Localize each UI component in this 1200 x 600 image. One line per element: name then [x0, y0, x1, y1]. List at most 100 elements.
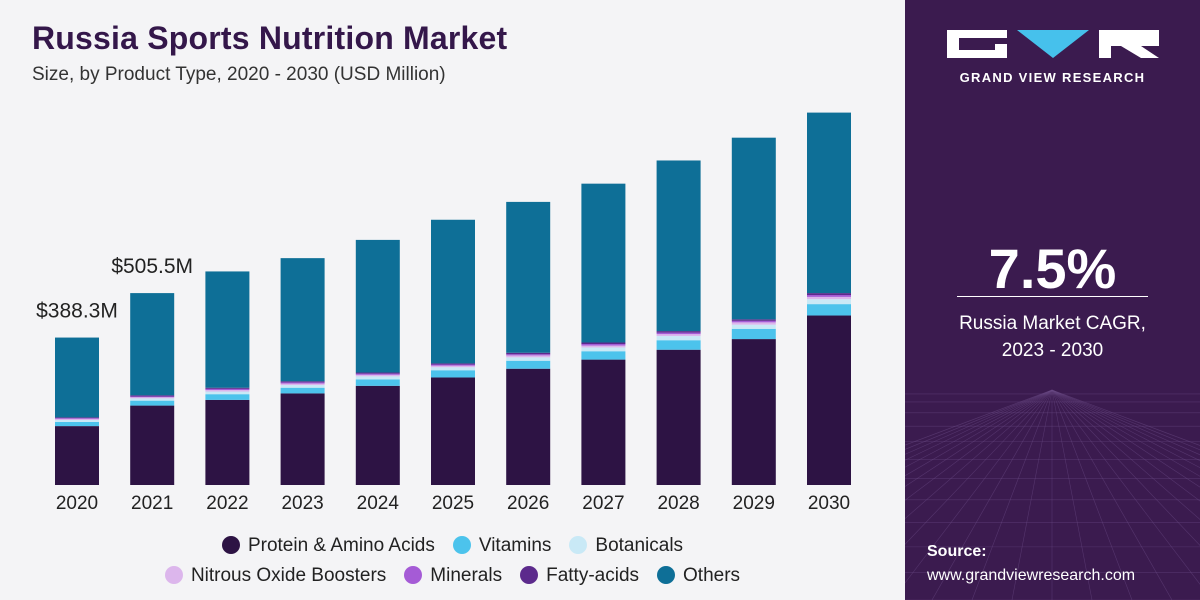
x-tick-label: 2021 [131, 493, 173, 514]
x-tick-label: 2024 [357, 493, 400, 514]
x-tick-label: 2029 [733, 493, 775, 514]
bar-2021-others [130, 293, 175, 396]
legend-label: Fatty-acids [546, 565, 640, 586]
cagr-label-line-2: 2023 - 2030 [1001, 340, 1104, 361]
bar-2025-fatty-acids [431, 363, 475, 365]
bar-2022-nitrous-oxide-boosters [205, 390, 250, 392]
bar-2021-nitrous-oxide-boosters [130, 397, 175, 399]
bar-2026-fatty-acids [506, 352, 551, 355]
bar-2022-botanicals [205, 391, 250, 395]
divider [957, 296, 1148, 297]
legend-label: Minerals [430, 565, 503, 586]
legend-swatch [520, 566, 539, 584]
x-tick-label: 2026 [507, 493, 549, 514]
bar-2029-others [731, 137, 776, 320]
legend-swatch [404, 566, 423, 584]
bar-2028-botanicals [656, 336, 701, 341]
bar-2020-botanicals [55, 420, 99, 422]
bar-2020-minerals [55, 418, 99, 419]
bar-2029-vitamins [731, 328, 776, 340]
bar-2023-botanicals [280, 385, 325, 388]
cagr-label-line-1: Russia Market CAGR, [959, 313, 1146, 334]
bar-2026-nitrous-oxide-boosters [506, 355, 551, 358]
brand-logo [947, 30, 1159, 58]
bar-2030-fatty-acids [807, 293, 851, 295]
bar-2024-vitamins [355, 379, 400, 386]
bar-2024-nitrous-oxide-boosters [355, 374, 400, 377]
bar-2029-fatty-acids [731, 319, 776, 321]
bar-2027-nitrous-oxide-boosters [581, 345, 626, 348]
legend-row-2: Nitrous Oxide Boosters Minerals Fatty-acid… [0, 565, 905, 587]
cagr-value: 7.5% [988, 237, 1117, 300]
bar-2024-others [355, 239, 400, 373]
x-tick-label: 2023 [281, 493, 323, 514]
bar-2021-minerals [130, 396, 175, 398]
bar-2029-nitrous-oxide-boosters [731, 322, 776, 325]
bar-2029-protein-amino-acids [731, 339, 776, 485]
legend-label: Nitrous Oxide Boosters [190, 565, 387, 586]
bar-2027-protein-amino-acids [581, 359, 626, 485]
legend-label: Vitamins [478, 535, 552, 556]
bar-2027-botanicals [581, 347, 626, 352]
bar-2028-minerals [656, 332, 701, 335]
bar-2027-vitamins [581, 351, 626, 360]
bar-2021-fatty-acids [130, 395, 175, 397]
bar-2030-others [807, 112, 851, 294]
bar-2027-minerals [581, 344, 626, 346]
bar-2023-minerals [280, 382, 325, 384]
legend-swatch [452, 536, 471, 554]
source-url: www.grandviewresearch.com [927, 567, 1136, 584]
bar-2027-others [581, 183, 626, 343]
chart-title: Russia Sports Nutrition Market [32, 20, 508, 56]
x-tick-label: 2027 [582, 493, 624, 514]
x-tick-label: 2030 [808, 493, 850, 514]
legend-swatch [657, 566, 676, 584]
bar-2023-protein-amino-acids [280, 393, 325, 485]
legend-item-others: Others [657, 565, 740, 587]
bar-2030-nitrous-oxide-boosters [807, 296, 851, 300]
bar-2026-botanicals [506, 357, 551, 361]
bar-2025-botanicals [431, 367, 475, 371]
bar-2028-vitamins [656, 340, 701, 350]
bar-2025-minerals [431, 364, 475, 366]
bar-2028-others [656, 160, 701, 332]
x-tick-label: 2025 [432, 493, 474, 514]
legend-item-vitamins: Vitamins [452, 535, 552, 557]
chart-panel: Russia Sports Nutrition Market Size, by … [0, 20, 905, 587]
bar-2020-protein-amino-acids [55, 426, 99, 485]
bar-2026-others [506, 201, 551, 353]
bar-2029-minerals [731, 320, 776, 323]
bar-2030-vitamins [807, 304, 851, 316]
stacked-bar-chart: 2020 2021 2022 2023 2024 2025 2026 2027 2028 2029… [36, 112, 851, 514]
x-tick-label: 2020 [56, 493, 98, 514]
bar-2028-fatty-acids [656, 331, 701, 333]
bar-2021-vitamins [130, 400, 175, 406]
decorative-grid [905, 389, 1200, 600]
bar-2021-protein-amino-acids [130, 405, 175, 485]
data-label-2021: $505.5M [111, 255, 193, 278]
legend-item-minerals: Minerals [404, 565, 502, 587]
bar-2022-fatty-acids [205, 387, 250, 389]
bar-2020-fatty-acids [55, 417, 99, 419]
legend-item-nitrous-oxide-boosters: Nitrous Oxide Boosters [164, 565, 387, 587]
bar-2027-fatty-acids [581, 342, 626, 345]
bar-2022-protein-amino-acids [205, 399, 250, 485]
bar-2028-protein-amino-acids [656, 349, 701, 485]
source-label: Source: [927, 543, 987, 560]
bar-2025-nitrous-oxide-boosters [431, 365, 475, 368]
legend-swatch [164, 566, 183, 584]
bar-2020-nitrous-oxide-boosters [55, 418, 99, 421]
x-tick-label: 2022 [206, 493, 248, 514]
bar-2020-others [55, 337, 99, 418]
brand-name: GRAND VIEW RESEARCH [959, 70, 1146, 85]
x-tick-label: 2028 [657, 493, 699, 514]
data-label-2020: $388.3M [36, 300, 118, 323]
bar-2023-nitrous-oxide-boosters [280, 383, 325, 386]
sidebar-panel: GRAND VIEW RESEARCH 7.5% Russia Market C… [905, 0, 1200, 600]
bar-2030-minerals [807, 295, 851, 297]
bar-2028-nitrous-oxide-boosters [656, 334, 701, 337]
legend-swatch [221, 536, 240, 554]
bar-2023-vitamins [280, 387, 325, 394]
legend-item-protein-amino-acids: Protein & Amino Acids [221, 535, 435, 557]
cagr-label: Russia Market CAGR, 2023 - 2030 [905, 310, 1200, 364]
